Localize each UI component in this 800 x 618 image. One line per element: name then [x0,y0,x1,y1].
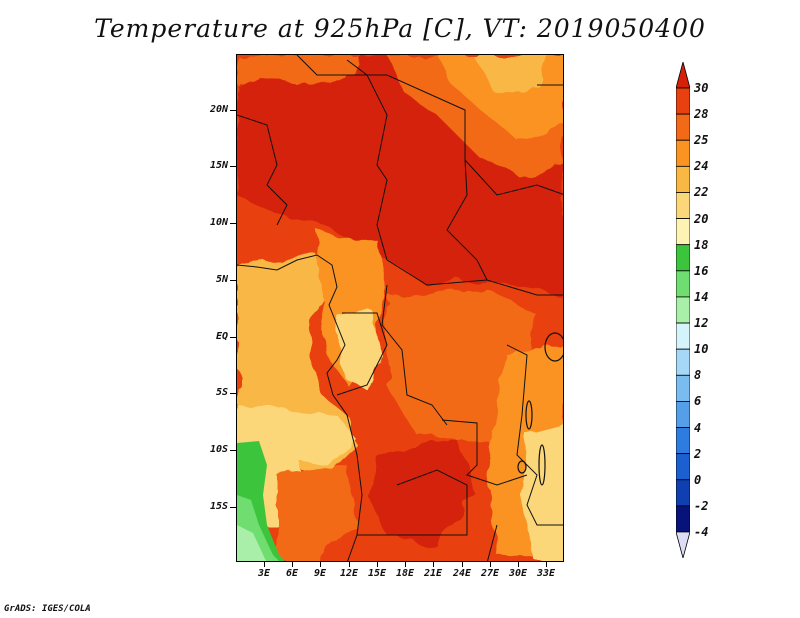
lon-tick [377,562,378,567]
colorbar-segment [676,87,690,115]
lon-label: 12E [339,568,359,579]
lat-label: 10S [209,444,228,455]
colorbar-segment [676,165,690,193]
colorbar-segment [676,218,690,246]
country-borders [237,55,563,561]
colorbar-segments [676,62,690,558]
map-svg [237,55,563,561]
colorbar-label: 14 [694,289,709,304]
lat-tick [230,166,236,167]
lon-tick [518,562,519,567]
lon-label: 21E [423,568,443,579]
colorbar-top-arrow [676,62,690,89]
lon-tick [264,562,265,567]
temperature-map [236,54,564,562]
colorbar-label: 22 [694,185,709,200]
colorbar-label: 30 [694,81,709,95]
colorbar-label: -2 [694,498,709,513]
lat-label: 20N [209,104,228,115]
lon-tick [320,562,321,567]
lat-label: 5S [215,387,228,398]
lon-tick [546,562,547,567]
colorbar-label: 20 [694,211,709,226]
lon-tick [462,562,463,567]
lon-tick [292,562,293,567]
colorbar [676,62,690,558]
colorbar-label: 25 [694,133,709,148]
colorbar-segment [676,374,690,402]
colorbar-label: 8 [694,368,702,383]
colorbar-label: 18 [694,237,709,252]
colorbar-label: 28 [694,107,709,122]
colorbar-label: 12 [694,316,709,331]
lon-label: 30E [508,568,528,579]
lon-label: 33E [536,568,556,579]
chart-title: Temperature at 925hPa [C], VT: 201905040… [94,14,706,43]
lon-label: 15E [367,568,387,579]
colorbar-segment [676,505,690,533]
zone-pale-congo [337,310,382,390]
lon-tick [433,562,434,567]
zone-pale-ne [472,55,547,95]
colorbar-label: 6 [694,394,702,409]
colorbar-label: 16 [694,263,709,278]
lat-tick [230,393,236,394]
colorbar-segment [676,296,690,324]
colorbar-segment [676,139,690,167]
zone-hot-south [367,440,477,545]
zone-pale-west [237,405,357,465]
lon-label: 18E [395,568,415,579]
colorbar-label: -4 [694,525,709,539]
colorbar-segment [676,270,690,298]
lon-label: 6E [285,568,299,579]
zone-orange-nw [237,55,357,85]
colorbar-segment [676,192,690,219]
colorbar-segment [676,479,690,507]
lat-tick [230,280,236,281]
lat-tick [230,223,236,224]
lon-label: 27E [480,568,500,579]
lat-tick [230,110,236,111]
lon-tick [405,562,406,567]
colorbar-label: 4 [694,420,702,435]
colorbar-label: 0 [694,472,702,487]
lat-label: 15N [209,160,228,171]
colorbar-segment [676,113,690,141]
lon-label: 24E [452,568,472,579]
lat-label: 5N [215,274,228,285]
lat-label: 15S [209,501,228,512]
colorbar-segment [676,244,690,272]
zone-palegreen-coast [237,525,267,561]
colorbar-segment [676,322,690,350]
zone-pale-east [522,425,563,561]
colorbar-label: 10 [694,342,709,357]
colorbar-label: 24 [694,159,709,174]
lon-tick [490,562,491,567]
lat-tick [230,450,236,451]
lat-label: 10N [209,217,228,228]
lon-label: 9E [313,568,327,579]
lon-tick [349,562,350,567]
lakes [517,332,563,486]
colorbar-segment [676,348,690,376]
colorbar-segment [676,427,690,455]
colorbar-bottom-arrow [676,531,690,558]
colorbar-segment [676,401,690,428]
lat-tick [230,337,236,338]
zone-orange-sw [277,465,357,561]
colorbar-segment [676,453,690,481]
lon-label: 3E [257,568,271,579]
lat-tick [230,507,236,508]
colorbar-label: 2 [694,446,702,461]
footer-credit: GrADS: IGES/COLA [4,604,91,614]
lat-label: EQ [215,331,228,342]
